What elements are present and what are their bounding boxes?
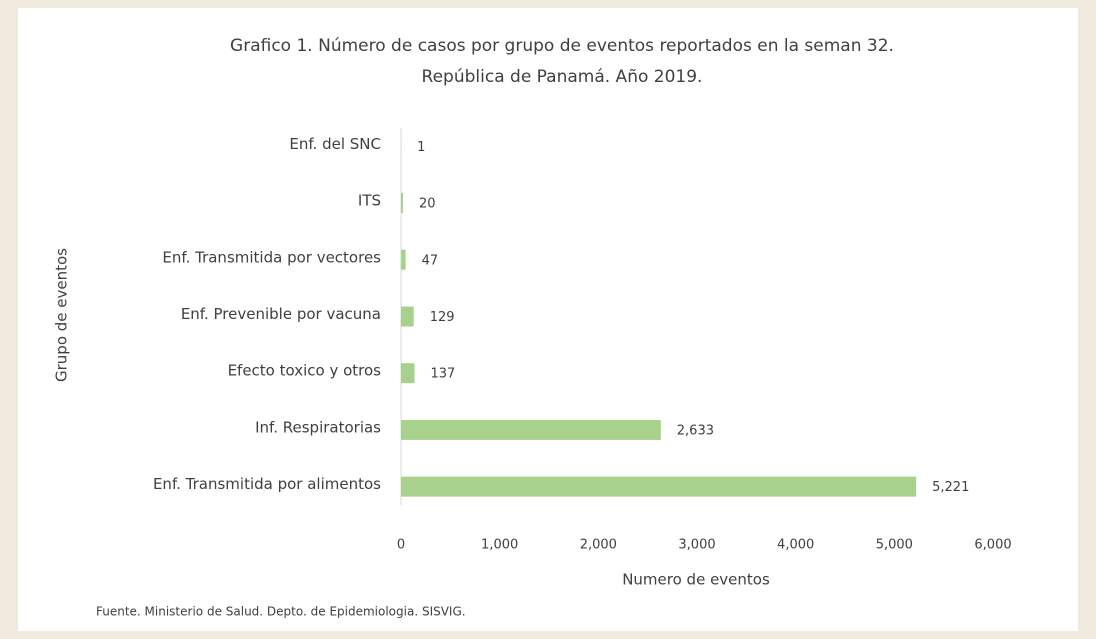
value-label: 20 [419,197,436,212]
value-label: 137 [431,367,456,382]
chart-subtitle: República de Panamá. Año 2019. [422,67,703,87]
value-label: 2,633 [677,423,714,438]
x-tick-label: 3,000 [678,538,715,553]
chart-title: Grafico 1. Número de casos por grupo de … [230,36,894,56]
bar [401,476,917,497]
bar [401,249,406,270]
value-label: 129 [430,310,455,325]
value-label: 5,221 [932,480,969,495]
x-tick-label: 4,000 [777,538,814,553]
value-label: 1 [417,140,425,155]
y-tick-label: Enf. Transmitida por alimentos [153,475,381,493]
y-tick-label: Efecto toxico y otros [228,362,382,380]
source-note: Fuente. Ministerio de Salud. Depto. de E… [96,605,466,619]
value-label: 47 [422,253,439,268]
y-tick-label: Enf. Prevenible por vacuna [181,305,381,323]
x-axis-title: Numero de eventos [622,571,770,589]
x-tick-label: 1,000 [481,538,518,553]
bar [401,419,661,440]
x-tick-label: 6,000 [974,538,1011,553]
y-tick-label: Inf. Respiratorias [255,418,381,436]
x-tick-label: 5,000 [876,538,913,553]
x-tick-label: 0 [397,538,405,553]
y-tick-label: Enf. del SNC [289,135,381,153]
chart-panel [18,8,1078,631]
y-tick-label: Enf. Transmitida por vectores [162,248,381,266]
bar [401,193,403,214]
bar [401,306,414,327]
bar [401,363,415,384]
y-axis-title: Grupo de eventos [53,248,71,382]
x-tick-label: 2,000 [580,538,617,553]
y-tick-label: ITS [358,192,381,210]
